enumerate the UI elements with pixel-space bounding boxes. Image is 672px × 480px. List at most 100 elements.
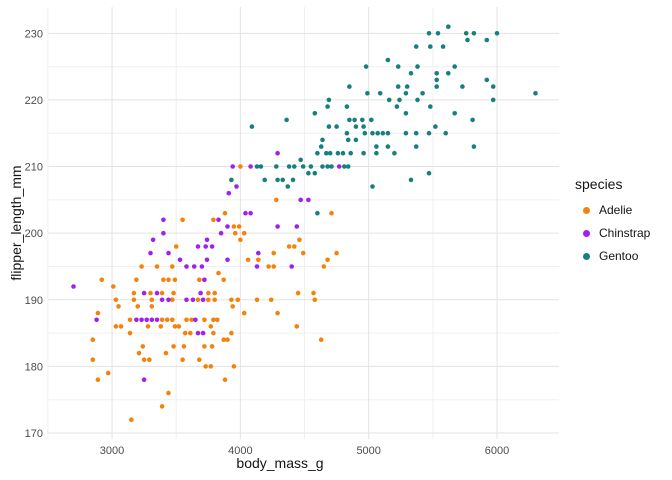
data-point-gentoo (345, 137, 351, 143)
data-point-gentoo (325, 104, 330, 109)
data-point-gentoo (274, 164, 279, 169)
legend-item-adelie: Adelie (574, 202, 670, 218)
data-point-gentoo (363, 64, 369, 69)
data-point-chinstrap (306, 197, 311, 203)
data-point-adelie (311, 290, 316, 296)
data-point-adelie (206, 297, 211, 303)
data-point-chinstrap (141, 377, 147, 383)
data-point-adelie (159, 317, 165, 323)
data-point-gentoo (452, 111, 458, 116)
data-point-gentoo (348, 150, 354, 156)
data-point-gentoo (286, 164, 292, 169)
data-point-gentoo (275, 177, 280, 183)
data-point-adelie (231, 224, 237, 229)
data-point-chinstrap (225, 257, 230, 263)
data-point-chinstrap (254, 264, 260, 269)
data-point-adelie (255, 257, 261, 263)
data-point-adelie (140, 344, 146, 349)
data-point-gentoo (413, 144, 419, 149)
data-point-gentoo (361, 124, 366, 129)
data-point-gentoo (440, 44, 446, 49)
legend-label-adelie: Adelie (599, 203, 633, 217)
data-point-gentoo (385, 144, 391, 149)
data-point-gentoo (344, 104, 350, 109)
data-point-gentoo (385, 130, 391, 136)
data-point-adelie (131, 297, 137, 303)
data-point-chinstrap (166, 250, 171, 256)
data-point-gentoo (403, 111, 409, 116)
data-point-adelie (254, 297, 260, 303)
y-tick-label: 190 (25, 295, 43, 307)
data-point-adelie (176, 324, 182, 329)
data-point-chinstrap (200, 297, 206, 303)
data-point-adelie (203, 364, 208, 369)
data-point-gentoo (329, 164, 334, 169)
chinstrap-swatch-icon (583, 229, 590, 237)
data-point-adelie (158, 324, 164, 329)
y-tick-label: 170 (25, 428, 43, 440)
data-point-adelie (159, 290, 165, 296)
data-point-gentoo (380, 130, 386, 136)
x-tick-label: 3000 (100, 445, 124, 457)
data-point-gentoo (484, 77, 490, 83)
data-point-gentoo (340, 150, 346, 156)
data-point-gentoo (386, 97, 392, 103)
x-tick-label: 6000 (485, 445, 509, 457)
data-point-gentoo (249, 124, 255, 129)
data-point-adelie (95, 310, 101, 316)
data-point-chinstrap (144, 317, 149, 323)
data-point-adelie (129, 417, 134, 423)
x-tick-label: 5000 (356, 445, 380, 457)
data-point-chinstrap (218, 230, 224, 236)
data-point-chinstrap (148, 250, 153, 256)
data-point-adelie (127, 317, 133, 323)
data-point-gentoo (312, 170, 318, 176)
y-tick-label: 210 (25, 162, 43, 174)
data-point-adelie (173, 244, 179, 249)
data-point-chinstrap (154, 317, 160, 323)
data-point-gentoo (312, 111, 318, 116)
data-point-adelie (170, 297, 175, 303)
data-point-adelie (180, 357, 185, 363)
data-point-gentoo (229, 177, 234, 183)
data-point-gentoo (344, 130, 350, 136)
data-point-gentoo (374, 150, 379, 156)
data-point-gentoo (434, 71, 440, 76)
data-point-adelie (230, 304, 235, 309)
data-point-gentoo (285, 184, 291, 189)
data-point-gentoo (415, 64, 420, 69)
data-point-adelie (297, 237, 302, 243)
data-point-adelie (131, 290, 137, 296)
data-point-gentoo (375, 130, 381, 136)
data-point-adelie (164, 317, 170, 323)
data-point-gentoo (326, 97, 332, 103)
data-point-gentoo (460, 84, 465, 89)
data-point-chinstrap (134, 317, 139, 323)
data-point-gentoo (463, 31, 469, 36)
data-point-adelie (171, 290, 176, 296)
data-point-gentoo (426, 130, 432, 136)
data-point-adelie (99, 277, 105, 283)
data-point-gentoo (428, 104, 433, 109)
data-point-adelie (241, 230, 247, 236)
data-point-adelie (188, 330, 193, 336)
y-tick-label: 180 (25, 361, 43, 373)
data-point-gentoo (280, 177, 286, 183)
data-point-adelie (184, 317, 189, 323)
data-point-gentoo (292, 164, 297, 169)
data-point-gentoo (306, 170, 311, 176)
data-point-gentoo (426, 170, 432, 176)
data-point-adelie (295, 290, 301, 296)
data-point-adelie (211, 317, 216, 323)
data-point-adelie (221, 337, 226, 343)
data-point-adelie (197, 357, 202, 363)
data-point-chinstrap (230, 164, 235, 169)
data-point-adelie (286, 244, 292, 249)
data-point-gentoo (446, 71, 451, 76)
data-point-chinstrap (255, 250, 261, 256)
data-point-adelie (113, 324, 119, 329)
data-point-adelie (90, 337, 96, 343)
data-point-adelie (163, 350, 169, 356)
data-point-adelie (231, 364, 237, 369)
y-tick-label: 220 (25, 95, 43, 107)
